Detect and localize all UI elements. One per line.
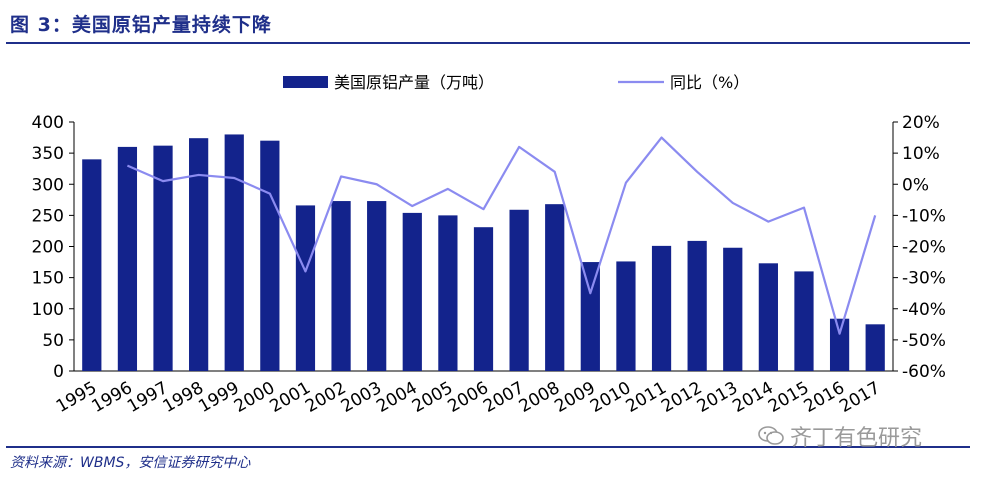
y-left-tick-label: 50 bbox=[42, 331, 64, 351]
bar bbox=[82, 159, 102, 371]
y-left-tick-label: 250 bbox=[32, 206, 64, 226]
bar bbox=[402, 212, 422, 371]
y-left-tick-label: 300 bbox=[32, 175, 64, 195]
source-note: 资料来源：WBMS，安信证券研究中心 bbox=[10, 455, 251, 471]
y-left-tick-label: 350 bbox=[32, 144, 64, 164]
y-right-tick-label: 20% bbox=[902, 113, 940, 133]
bar bbox=[723, 247, 743, 371]
y-right-tick-label: -60% bbox=[902, 362, 946, 382]
y-right-tick-label: 10% bbox=[902, 144, 940, 164]
bar bbox=[438, 215, 458, 371]
y-left-tick-label: 400 bbox=[32, 113, 64, 133]
y-right-tick-label: -50% bbox=[902, 331, 946, 351]
bar bbox=[865, 324, 885, 371]
chart-legend: 美国原铝产量（万吨） 同比（%） bbox=[283, 73, 749, 92]
title-divider bbox=[6, 42, 970, 44]
yoy-line bbox=[126, 136, 877, 335]
bar-series bbox=[82, 134, 885, 371]
bar bbox=[545, 204, 565, 371]
y-right-tick-label: -40% bbox=[902, 300, 946, 320]
footer-divider bbox=[6, 446, 970, 448]
y-left-tick-label: 150 bbox=[32, 269, 64, 289]
bar bbox=[224, 134, 244, 371]
bar bbox=[473, 227, 494, 371]
bar bbox=[509, 209, 529, 371]
x-tick-label: 2017 bbox=[836, 378, 883, 417]
bar bbox=[367, 201, 387, 371]
bar bbox=[580, 262, 600, 371]
bar bbox=[829, 318, 850, 371]
bar bbox=[331, 201, 351, 371]
y-right-tick-label: -20% bbox=[902, 238, 946, 258]
bar bbox=[295, 205, 316, 371]
bar bbox=[794, 271, 814, 371]
y-right-tick-label: 0% bbox=[902, 175, 929, 195]
bar bbox=[758, 263, 778, 371]
bar bbox=[117, 146, 138, 371]
y-left-tick-label: 100 bbox=[32, 300, 64, 320]
bar bbox=[651, 245, 672, 371]
bar bbox=[260, 140, 280, 371]
x-axis-labels: 1995199619971998199920002001200220032004… bbox=[53, 378, 884, 417]
watermark-text: 齐丁有色研究 bbox=[790, 426, 923, 451]
figure-title: 图 3：美国原铝产量持续下降 bbox=[10, 14, 272, 36]
legend-bar-swatch bbox=[283, 76, 328, 88]
legend-line-label: 同比（%） bbox=[670, 73, 749, 92]
bar bbox=[687, 240, 707, 371]
y-left-tick-label: 200 bbox=[32, 238, 64, 258]
bar bbox=[189, 138, 209, 371]
watermark: 齐丁有色研究 bbox=[758, 420, 922, 452]
chart: 0 50 100 150 200 250 300 350 400 -60% -50% -40% -30%… bbox=[32, 73, 946, 417]
chart-axes: 0 50 100 150 200 250 300 350 400 -60% -50% -40% -30%… bbox=[32, 113, 946, 382]
y-left-tick-label: 0 bbox=[53, 362, 64, 382]
bar bbox=[153, 145, 173, 371]
y-right-tick-label: -10% bbox=[902, 206, 946, 226]
legend-bar-label: 美国原铝产量（万吨） bbox=[334, 73, 494, 92]
line-series bbox=[126, 136, 877, 335]
wechat-icon bbox=[758, 426, 784, 445]
y-right-tick-label: -30% bbox=[902, 269, 946, 289]
bar bbox=[616, 261, 636, 371]
